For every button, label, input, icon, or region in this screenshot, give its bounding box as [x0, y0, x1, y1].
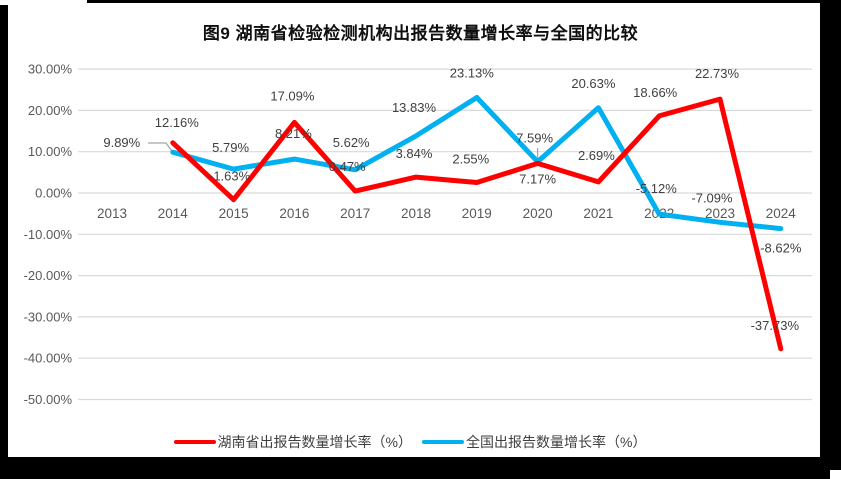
black-frame-right: [820, 0, 841, 470]
data-label: 2.69%: [578, 148, 615, 163]
data-label: 8.21%: [275, 126, 312, 141]
chart-title: 图9 湖南省检验检测机构出报告数量增长率与全国的比较: [202, 24, 639, 43]
data-label: -7.09%: [691, 190, 733, 205]
data-label: -37.73%: [751, 318, 800, 333]
data-label: 22.73%: [695, 66, 740, 81]
y-axis-tick-label: -10.00%: [24, 227, 73, 242]
legend-label-national: 全国出报告数量增长率（%）: [466, 434, 647, 450]
x-axis-tick-label: 2021: [583, 206, 613, 221]
data-label: -5.12%: [636, 181, 678, 196]
x-axis-tick-label: 2017: [340, 206, 370, 221]
black-frame-top: [87, 0, 841, 3]
data-label: 2.55%: [452, 152, 489, 167]
x-axis-tick-label: 2020: [523, 206, 553, 221]
x-axis-tick-label: 2023: [705, 206, 735, 221]
y-axis-tick-label: -20.00%: [24, 268, 73, 283]
red-line-legend-marker-icon: [173, 440, 216, 444]
blue-line-legend-marker-icon: [422, 440, 464, 444]
x-axis-tick-label: 2015: [219, 206, 249, 221]
y-axis-tick-label: 0.00%: [35, 186, 72, 201]
black-frame-left: [0, 5, 8, 479]
x-axis-tick-label: 2016: [279, 206, 309, 221]
legend-item-hunan: 湖南省出报告数量增长率（%）: [173, 432, 412, 452]
chart-legend: 湖南省出报告数量增长率（%） 全国出报告数量增长率（%）: [0, 432, 820, 452]
data-label: 23.13%: [450, 66, 495, 81]
series-line-hunan: [170, 96, 784, 352]
y-axis-tick-label: 10.00%: [28, 144, 73, 159]
data-label: 18.66%: [633, 85, 678, 100]
x-axis-tick-label: 2014: [158, 206, 189, 221]
black-frame-bottom: [0, 457, 830, 479]
data-label: 0.47%: [329, 159, 366, 174]
data-label: 7.17%: [519, 171, 556, 186]
data-label: 5.79%: [212, 140, 249, 155]
data-label: 17.09%: [270, 88, 315, 103]
data-label: 20.63%: [571, 76, 616, 91]
y-axis-tick-label: -50.00%: [24, 392, 73, 407]
data-label: -8.62%: [760, 241, 802, 256]
data-label: 3.84%: [396, 146, 433, 161]
label-leader-line: [148, 142, 173, 152]
y-axis-tick-label: -30.00%: [24, 309, 73, 324]
y-axis-tick-label: 30.00%: [28, 62, 73, 77]
x-axis-tick-label: 2024: [766, 206, 797, 221]
data-label: 5.62%: [333, 135, 370, 150]
series-line-national: [170, 95, 784, 232]
data-label: 7.59%: [516, 131, 553, 146]
x-axis-tick-label: 2018: [401, 206, 431, 221]
data-label: 13.83%: [392, 100, 437, 115]
data-label: -1.63%: [209, 169, 251, 184]
data-label: 12.16%: [155, 115, 200, 130]
y-axis-tick-label: -40.00%: [24, 351, 73, 366]
legend-item-national: 全国出报告数量增长率（%）: [422, 432, 646, 452]
legend-label-hunan: 湖南省出报告数量增长率（%）: [217, 434, 412, 450]
y-axis-tick-label: 20.00%: [28, 103, 73, 118]
x-axis-tick-label: 2019: [462, 206, 492, 221]
x-axis-tick-label: 2013: [97, 206, 127, 221]
data-label: 9.89%: [103, 135, 140, 150]
